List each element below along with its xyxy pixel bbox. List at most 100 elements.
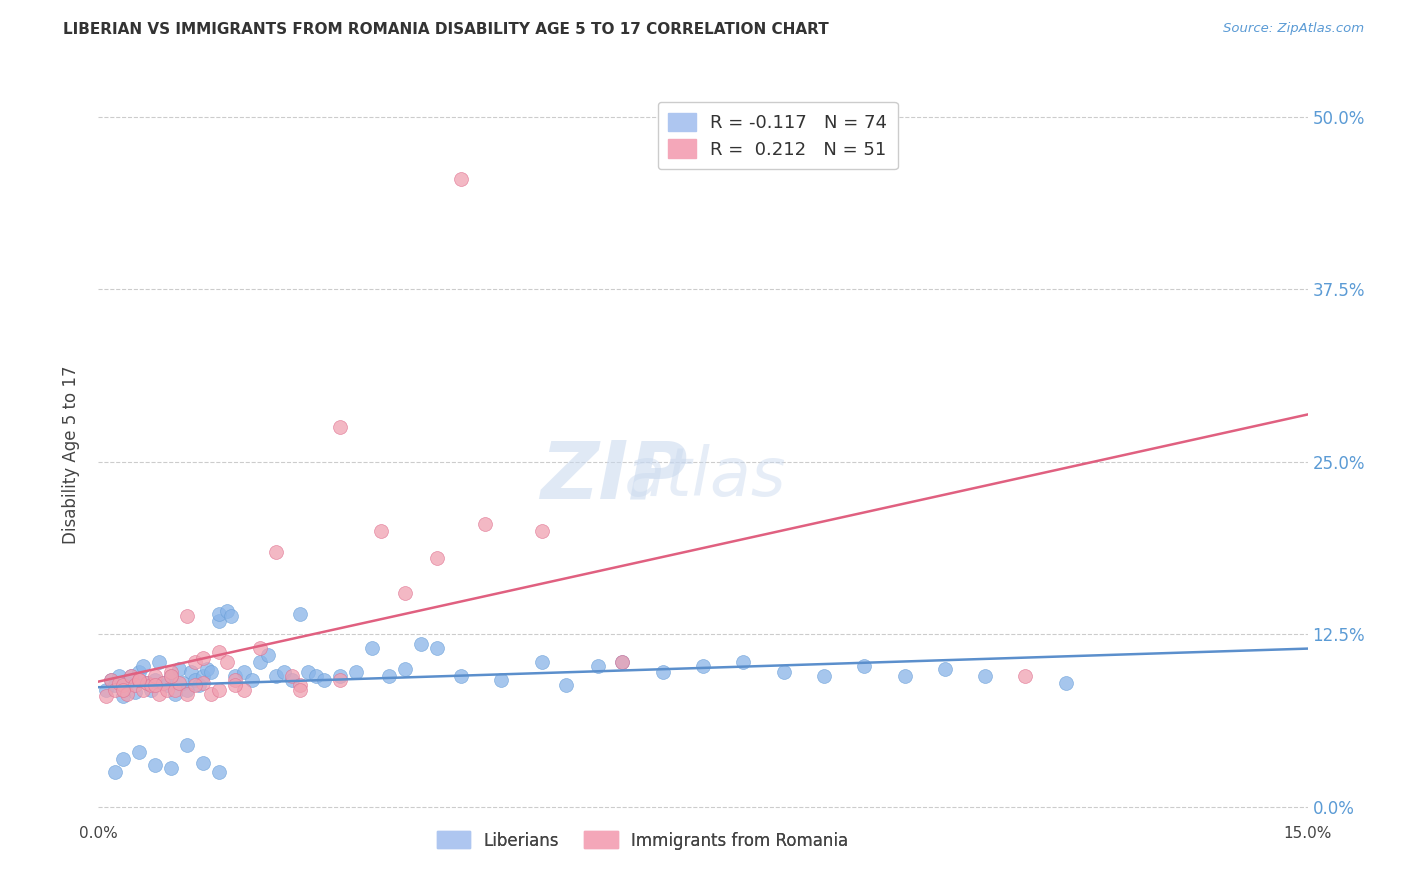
Point [232,665,254,679]
Point [281,673,304,687]
Point [143,669,166,683]
Point [692,659,714,673]
Point [103,678,125,692]
Point [370,524,392,538]
Point [297,665,319,679]
Point [115,675,138,690]
Y-axis label: Disability Age 5 to 17: Disability Age 5 to 17 [62,366,80,544]
Point [264,544,287,558]
Point [160,669,183,683]
Point [474,516,496,531]
Point [184,655,207,669]
Point [176,609,198,624]
Point [148,687,170,701]
Text: ZIP: ZIP [540,438,688,516]
Text: Source: ZipAtlas.com: Source: ZipAtlas.com [1223,22,1364,36]
Point [135,675,157,690]
Point [1014,669,1036,683]
Point [100,673,122,687]
Point [200,687,222,701]
Point [733,655,755,669]
Point [361,641,384,656]
Point [530,655,553,669]
Point [107,675,129,690]
Point [111,678,134,692]
Point [143,673,166,687]
Point [224,669,246,683]
Point [314,673,336,687]
Point [176,682,198,697]
Point [273,665,295,679]
Point [813,669,835,683]
Point [193,675,215,690]
Point [450,172,472,186]
Point [208,614,231,628]
Point [148,655,170,669]
Point [224,673,246,687]
Point [612,655,634,669]
Point [281,669,304,683]
Point [256,648,278,662]
Point [193,650,215,665]
Point [249,641,271,656]
Point [160,669,183,683]
Point [188,678,211,692]
Point [772,665,794,679]
Point [103,765,125,780]
Point [111,682,134,697]
Point [200,665,222,679]
Point [232,682,254,697]
Point [893,669,915,683]
Point [305,669,328,683]
Point [344,665,367,679]
Point [160,665,183,679]
Point [96,682,118,697]
Point [124,685,146,699]
Point [934,662,956,676]
Point [180,665,202,679]
Point [120,669,142,683]
Point [128,745,150,759]
Point [156,678,179,692]
Point [167,675,190,690]
Point [394,586,416,600]
Point [208,645,231,659]
Point [555,678,578,692]
Point [491,673,513,687]
Point [853,659,876,673]
Point [221,609,243,624]
Point [974,669,997,683]
Point [152,675,174,690]
Point [96,690,118,704]
Point [163,687,186,701]
Point [288,607,311,621]
Text: LIBERIAN VS IMMIGRANTS FROM ROMANIA DISABILITY AGE 5 TO 17 CORRELATION CHART: LIBERIAN VS IMMIGRANTS FROM ROMANIA DISA… [63,22,830,37]
Point [128,673,150,687]
Point [249,655,271,669]
Point [128,673,150,687]
Point [651,665,673,679]
Point [184,678,207,692]
Point [193,756,215,770]
Point [103,682,125,697]
Point [167,662,190,676]
Point [586,659,609,673]
Point [288,682,311,697]
Point [208,682,231,697]
Point [184,673,207,687]
Point [156,682,179,697]
Point [163,682,186,697]
Point [1054,675,1077,690]
Point [530,524,553,538]
Point [329,669,352,683]
Point [195,662,218,676]
Point [264,669,287,683]
Point [176,687,198,701]
Legend: Liberians, Immigrants from Romania: Liberians, Immigrants from Romania [430,825,855,856]
Point [426,641,449,656]
Text: atlas: atlas [540,444,786,510]
Point [132,659,155,673]
Point [394,662,416,676]
Point [426,551,449,566]
Point [208,607,231,621]
